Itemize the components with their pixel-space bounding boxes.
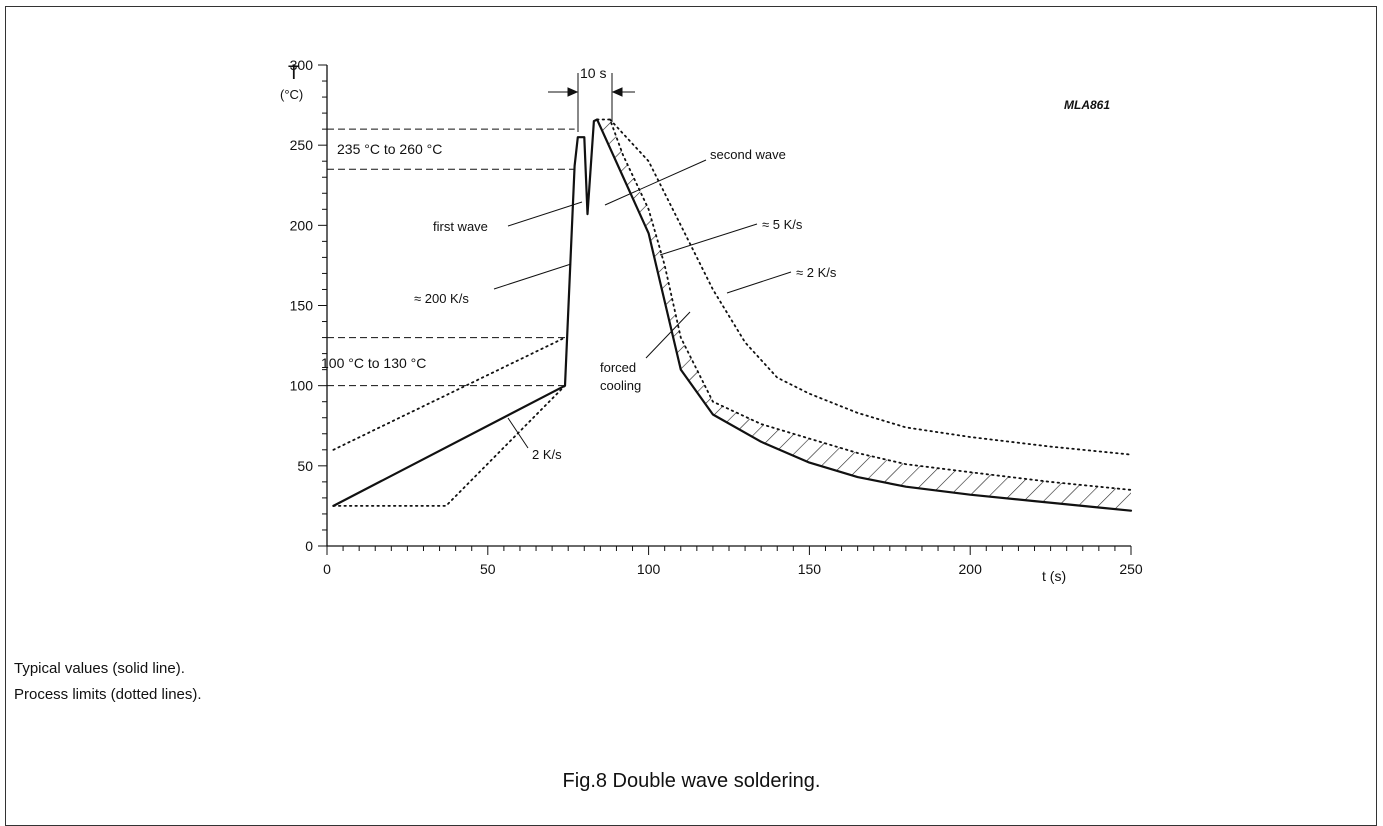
- labels: T (°C) t (s) MLA861 10 s 235 °C to 260 °…: [280, 63, 1110, 584]
- x-tick-label: 200: [959, 561, 983, 577]
- annotation-rate-200: ≈ 200 K/s: [414, 291, 469, 306]
- leader-rate-2-high: [726, 271, 792, 294]
- annotation-rate-2-low: 2 K/s: [532, 447, 562, 462]
- annotation-ten-seconds: 10 s: [580, 65, 606, 81]
- x-tick-label: 250: [1119, 561, 1143, 577]
- series-limit-dotted-1: [332, 384, 566, 507]
- y-tick-label: 100: [290, 378, 314, 394]
- series-typical-solid: [332, 118, 1133, 512]
- x-axis-label: t (s): [1042, 568, 1066, 584]
- leader-rate-200: [493, 263, 572, 290]
- annotation-second-wave: second wave: [710, 147, 786, 162]
- note-typical-values: Typical values (solid line).: [14, 660, 185, 677]
- annotation-forced: forced: [600, 360, 636, 375]
- y-tick-label: 50: [297, 458, 313, 474]
- forced-cooling-hatch: [597, 119, 1131, 511]
- annotation-cooling: cooling: [600, 378, 641, 393]
- reference-lines: [327, 128, 575, 387]
- annotation-rate-5: ≈ 5 K/s: [762, 217, 803, 232]
- series: [332, 118, 1133, 512]
- annotation-range-low: 100 °C to 130 °C: [321, 355, 426, 371]
- series-limit-dotted-4: [596, 118, 1132, 491]
- ten-s-arrowhead-right: [611, 87, 623, 97]
- y-tick-label: 200: [290, 217, 314, 233]
- leader-forced-cooling: [645, 311, 691, 359]
- y-tick-label: 0: [305, 538, 313, 554]
- leader-second-wave: [604, 159, 707, 206]
- series-limit-dotted-2: [332, 336, 566, 451]
- x-tick-label: 50: [480, 561, 496, 577]
- note-process-limits: Process limits (dotted lines).: [14, 686, 202, 703]
- soldering-chart: 0 50 100 150 200 250 300 0 50 100 150 200 250 T (°C)…: [280, 57, 1143, 584]
- y-tick-label: 300: [290, 57, 314, 73]
- figure-id-label: MLA861: [1064, 98, 1110, 112]
- annotation-range-high: 235 °C to 260 °C: [337, 141, 442, 157]
- annotation-leaders: [493, 73, 792, 449]
- annotation-first-wave: first wave: [433, 219, 488, 234]
- hatch-region: [597, 119, 1131, 511]
- leader-rate-5: [659, 223, 758, 256]
- x-tick-label: 100: [637, 561, 661, 577]
- y-tick-label: 250: [290, 137, 314, 153]
- figure-caption: Fig.8 Double wave soldering.: [562, 770, 821, 792]
- series-limit-dotted-3: [609, 118, 1132, 456]
- y-tick-label: 150: [290, 298, 314, 314]
- annotation-rate-2-high: ≈ 2 K/s: [796, 265, 837, 280]
- leader-first-wave: [507, 201, 583, 227]
- y-axis-unit: (°C): [280, 87, 303, 102]
- ten-s-arrowhead-left: [567, 87, 579, 97]
- ticks: 0 50 100 150 200 250 300 0 50 100 150 200 250: [290, 57, 1143, 577]
- x-tick-label: 0: [323, 561, 331, 577]
- y-axis-label: T: [288, 63, 300, 84]
- leader-rate-2-low: [507, 417, 529, 449]
- x-tick-label: 150: [798, 561, 822, 577]
